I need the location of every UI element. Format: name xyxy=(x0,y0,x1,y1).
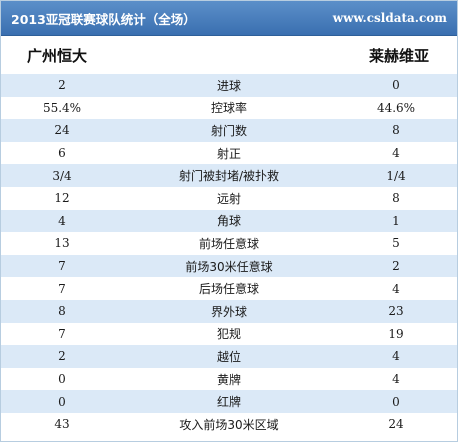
home-value: 3/4 xyxy=(52,168,72,183)
site-url[interactable]: www.csldata.com xyxy=(332,11,447,25)
away-value: 4 xyxy=(392,146,400,161)
away-value: 4 xyxy=(392,349,400,364)
stat-label: 前场30米任意球 xyxy=(185,259,273,274)
stat-label: 前场任意球 xyxy=(198,236,259,251)
away-value: 8 xyxy=(392,191,400,206)
stat-row: 2 越位 4 xyxy=(1,345,457,368)
stat-row: 55.4% 控球率 44.6% xyxy=(1,96,457,120)
stat-row: 7 犯规 19 xyxy=(1,322,457,346)
away-value: 0 xyxy=(392,394,400,409)
title-bar: 2013亚冠联赛球队统计（全场） www.csldata.com xyxy=(1,1,457,36)
stat-row: 8 界外球 23 xyxy=(1,299,457,323)
stat-row: 12 远射 8 xyxy=(1,186,457,210)
home-value: 13 xyxy=(54,236,70,251)
away-value: 2 xyxy=(392,259,400,274)
home-value: 4 xyxy=(58,213,66,228)
stat-row: 7 前场30米任意球 2 xyxy=(1,254,457,278)
home-value: 6 xyxy=(58,146,66,161)
away-value: 24 xyxy=(388,417,404,432)
away-value: 44.6% xyxy=(376,100,416,115)
stat-label: 越位 xyxy=(216,349,241,364)
home-value: 2 xyxy=(58,78,66,93)
stat-row: 7 后场任意球 4 xyxy=(1,277,457,300)
stat-row: 24 射门数 8 xyxy=(1,119,457,142)
stats-rows: 2 进球 0 55.4% 控球率 44.6% 24 射门数 8 6 射正 4 3/4 射门被封堵/被扑救 1… xyxy=(1,74,457,436)
away-value: 23 xyxy=(388,304,404,319)
stat-label: 后场任意球 xyxy=(198,282,259,297)
away-value: 1 xyxy=(392,213,400,228)
home-team-name: 广州恒大 xyxy=(27,46,88,65)
team-header: 广州恒大 莱赫维亚 xyxy=(1,36,457,74)
stat-label: 射门数 xyxy=(210,123,247,138)
home-value: 8 xyxy=(58,304,66,319)
away-value: 1/4 xyxy=(386,168,406,183)
stat-row: 13 前场任意球 5 xyxy=(1,232,457,255)
stat-row: 43 攻入前场30米区域 24 xyxy=(1,412,457,436)
away-team-name: 莱赫维亚 xyxy=(368,46,429,65)
stat-label: 进球 xyxy=(216,78,241,93)
stat-label: 黄牌 xyxy=(216,372,241,387)
stat-label: 远射 xyxy=(216,191,241,206)
stat-label: 犯规 xyxy=(216,327,241,342)
home-value: 7 xyxy=(58,281,66,296)
stat-row: 3/4 射门被封堵/被扑救 1/4 xyxy=(1,164,457,187)
home-value: 12 xyxy=(54,191,70,206)
home-value: 55.4% xyxy=(42,100,82,115)
stat-label: 攻入前场30米区域 xyxy=(179,417,279,432)
away-value: 8 xyxy=(392,123,400,138)
stat-label: 射门被封堵/被扑救 xyxy=(178,169,280,184)
home-value: 43 xyxy=(54,417,70,432)
home-value: 7 xyxy=(58,259,66,274)
stat-row: 0 黄牌 4 xyxy=(1,367,457,391)
stat-row: 0 红牌 0 xyxy=(1,390,457,413)
home-value: 0 xyxy=(58,394,66,409)
away-value: 4 xyxy=(392,372,400,387)
table-title: 2013亚冠联赛球队统计（全场） xyxy=(11,11,196,27)
stat-label: 控球率 xyxy=(210,101,247,116)
away-value: 5 xyxy=(392,236,400,251)
stat-row: 4 角球 1 xyxy=(1,209,457,233)
stat-label: 红牌 xyxy=(216,395,241,410)
home-value: 0 xyxy=(58,372,66,387)
home-value: 24 xyxy=(54,123,70,138)
stat-label: 射正 xyxy=(216,146,241,161)
stat-label: 角球 xyxy=(216,214,241,229)
away-value: 19 xyxy=(388,326,404,341)
home-value: 7 xyxy=(58,326,66,341)
stat-row: 2 进球 0 xyxy=(1,74,457,97)
home-value: 2 xyxy=(58,349,66,364)
stat-label: 界外球 xyxy=(210,304,247,319)
stat-row: 6 射正 4 xyxy=(1,141,457,165)
away-value: 4 xyxy=(392,281,400,296)
away-value: 0 xyxy=(392,78,400,93)
